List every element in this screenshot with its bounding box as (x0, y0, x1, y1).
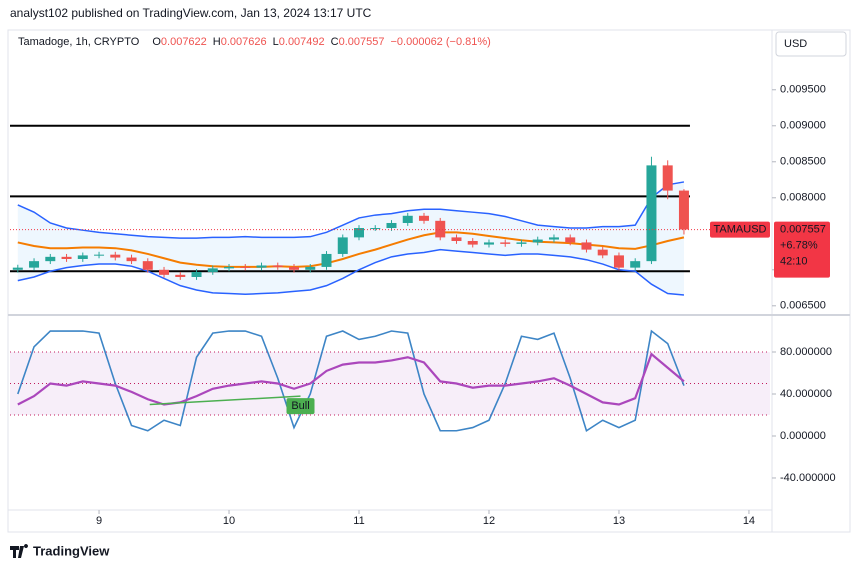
candle-body (662, 165, 673, 191)
candle-body (516, 242, 527, 244)
candle-body (597, 249, 608, 256)
candle-body (565, 237, 576, 243)
y-tick-label: 80.000000 (780, 346, 832, 358)
band-line (17, 248, 685, 296)
candle-body (77, 255, 88, 259)
y-tick-label: 0.008000 (780, 192, 826, 204)
candle-body (500, 242, 511, 244)
candle-body (126, 257, 137, 262)
candle-body (467, 240, 478, 245)
candle-body (418, 215, 429, 221)
candle-body (386, 222, 397, 229)
y-tick-label: 0.009000 (780, 120, 826, 132)
candle-body (646, 165, 657, 262)
candle-body (224, 266, 235, 269)
y-tick-label: 0.000000 (780, 430, 826, 442)
candle-body (175, 274, 186, 277)
candle-body (207, 268, 218, 272)
ohlc-key: L (273, 36, 279, 48)
candle-body (353, 228, 364, 238)
band-fill (17, 181, 684, 295)
price-tag (774, 221, 830, 278)
candle-body (548, 237, 559, 240)
ohlc-value: 0.007557 (339, 36, 385, 48)
ohlc-value: 0.007626 (221, 36, 267, 48)
candle-body (272, 265, 283, 267)
logo: TradingView (10, 543, 110, 558)
y-tick-label: 40.000000 (780, 388, 832, 400)
oscillator-line (17, 352, 685, 406)
divergence-line (149, 395, 301, 406)
time-axis (7, 509, 773, 533)
divergence-label: Bull (291, 400, 309, 412)
candle-body (159, 269, 170, 275)
x-tick-label: 13 (613, 515, 625, 527)
ticker-label: TAMAUSD (714, 224, 767, 236)
y-tick-label: 0.008500 (780, 156, 826, 168)
candle-body (110, 254, 121, 258)
byline: analyst102 published on TradingView.com,… (10, 6, 372, 20)
candle-body (29, 261, 40, 268)
candle-body (305, 266, 316, 270)
x-tick-label: 10 (223, 515, 235, 527)
candle-body (402, 215, 413, 223)
band-line (17, 181, 685, 239)
symbol: Tamadoge, 1h, CRYPTO (18, 36, 140, 48)
candle-body (289, 266, 300, 270)
candle-body (256, 265, 267, 268)
candle-body (678, 190, 689, 230)
band-line (17, 231, 685, 268)
logo-icon (10, 544, 28, 558)
legend-line: Tamadoge, 1h, CRYPTO O0.007622 H0.007626 L… (18, 36, 491, 48)
candle-body (435, 220, 446, 238)
candle-body (532, 239, 543, 243)
candle-body (12, 267, 23, 270)
x-tick-label: 9 (96, 515, 102, 527)
candle-body (630, 261, 641, 268)
candle-body (613, 255, 624, 268)
currency[interactable]: USD (784, 38, 807, 50)
price-axis (771, 29, 851, 533)
divergence-tag (286, 398, 315, 415)
y-tick-label: 0.006500 (780, 300, 826, 312)
candle-body (94, 254, 105, 256)
ohlc-key: C (331, 36, 339, 48)
currency-button[interactable] (775, 31, 847, 57)
ohlc-value: 0.007492 (279, 36, 325, 48)
y-tick-label: 0.009500 (780, 84, 826, 96)
ohlc-key: O (152, 36, 161, 48)
price-tag-change: +6.78% (780, 240, 818, 252)
logo-text: TradingView (33, 543, 110, 558)
candle-body (191, 271, 202, 277)
x-tick-label: 11 (353, 515, 364, 527)
candle-body (581, 242, 592, 250)
candle-body (483, 242, 494, 245)
ticker-tag (710, 221, 770, 238)
price-tag-countdown: 42:10 (780, 256, 808, 268)
change: −0.000062 (−0.81%) (391, 36, 491, 48)
candle-body (451, 237, 462, 241)
ohlc-value: 0.007622 (161, 36, 207, 48)
candle-body (240, 266, 251, 268)
candle-body (61, 256, 72, 259)
candle-body (370, 228, 381, 230)
price-tag-value: 0.007557 (780, 224, 826, 236)
candle-body (337, 237, 348, 254)
legend: Tamadoge, 1h, CRYPTO O0.007622 H0.007626 L… (18, 36, 491, 48)
x-tick-label: 12 (483, 515, 495, 527)
ohlc-key: H (213, 36, 221, 48)
x-tick-label: 14 (743, 515, 755, 527)
candle-body (142, 261, 153, 270)
y-tick-label: -40.000000 (780, 472, 836, 484)
candle-body (321, 253, 332, 267)
candle-body (45, 256, 56, 262)
